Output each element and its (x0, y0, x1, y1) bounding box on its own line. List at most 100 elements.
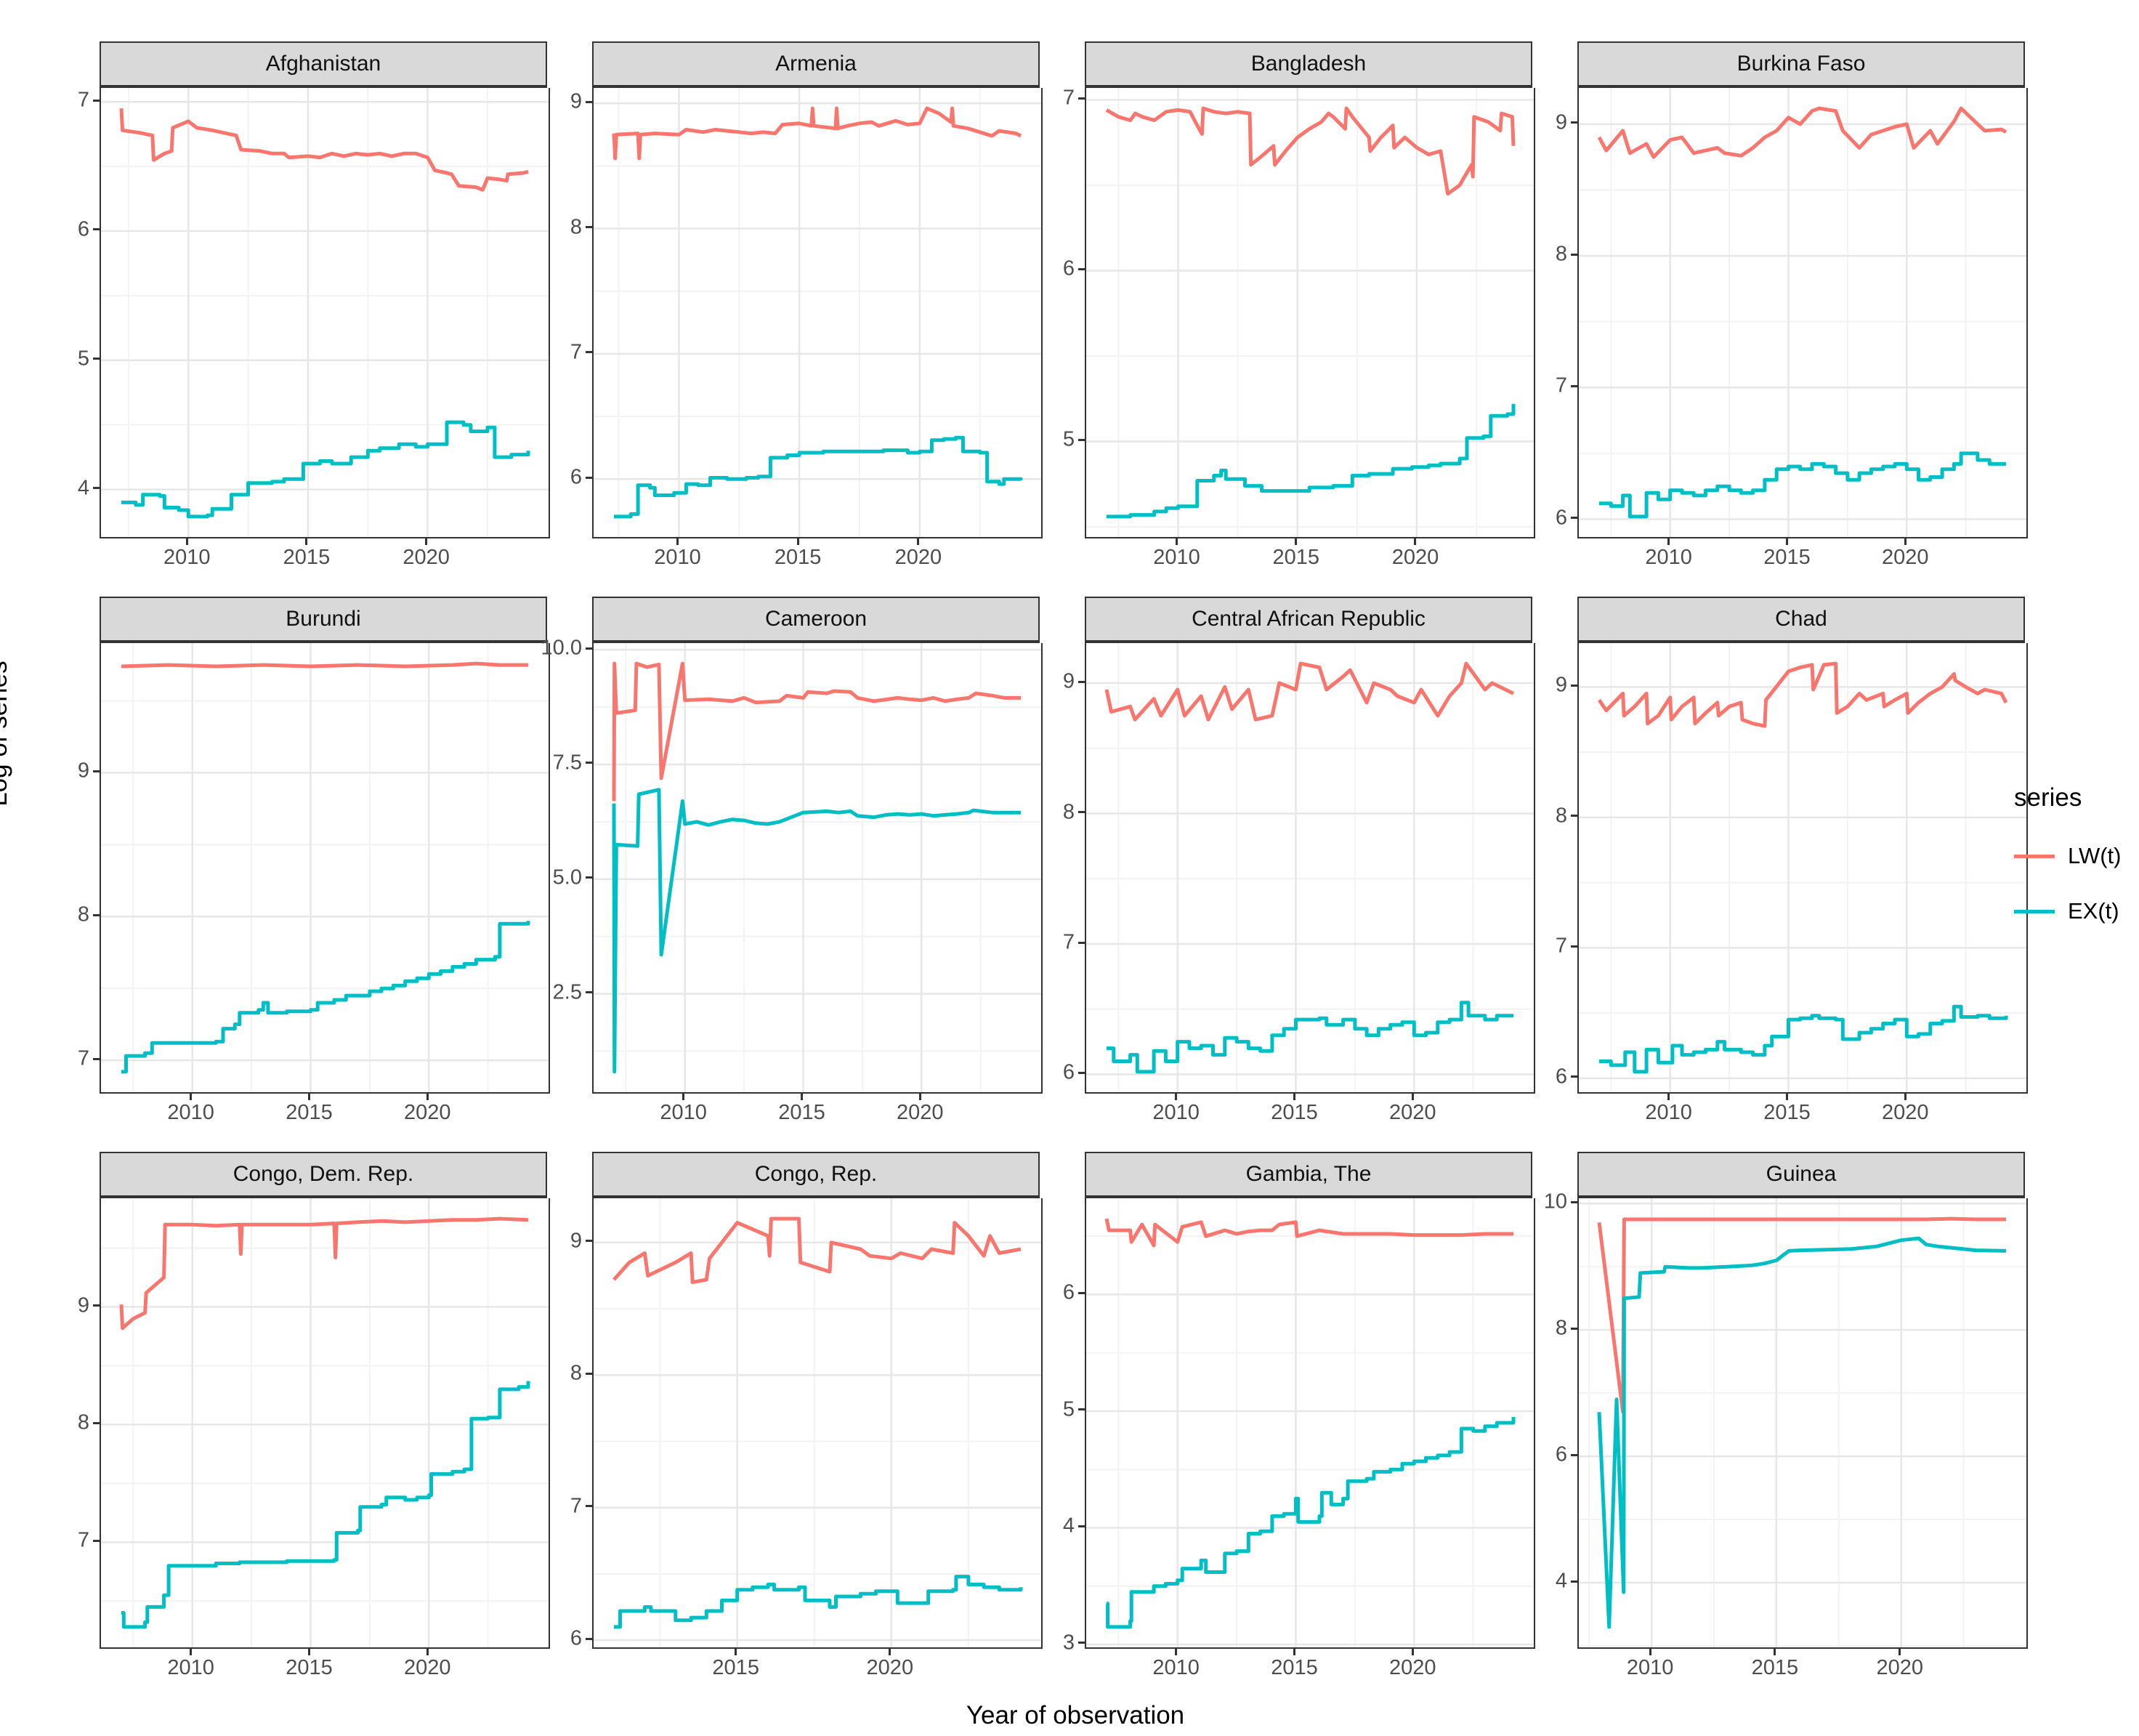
x-tick-label: 2015 (778, 1101, 825, 1124)
y-tick-label: 9 (77, 1293, 89, 1317)
y-tick-label: 5 (1062, 1397, 1075, 1421)
facet-panel-chad (1577, 643, 2028, 1094)
series-line-ex-t (1599, 1004, 2008, 1074)
y-tick-label: 5.0 (552, 865, 582, 889)
y-tick-label: 7 (1555, 374, 1567, 397)
y-tick-mark (93, 1057, 100, 1060)
x-tick-label: 2015 (1763, 1101, 1811, 1124)
legend-item-lw: LW(t) (2014, 843, 2135, 869)
y-tick-mark (1571, 815, 1577, 817)
y-axis-burkina-faso: 6 7 8 9 (1532, 41, 1577, 570)
series-line-lw-t (612, 1216, 1022, 1285)
y-tick-mark (93, 487, 100, 490)
series-line-ex-t (121, 420, 530, 519)
facet-panel-burkina-faso (1577, 88, 2028, 538)
series-line-ex-t (1107, 1001, 1513, 1074)
y-tick-mark (586, 351, 592, 354)
y-tick-mark (93, 1421, 100, 1424)
facet-strip-title: Armenia (592, 41, 1040, 88)
y-axis-chad: 6 7 8 9 (1532, 597, 1577, 1126)
y-tick-mark (586, 100, 592, 103)
y-tick-label: 6 (1555, 506, 1567, 530)
plot-column-guinea: Guinea 2010 2015 2020 (1577, 1152, 2028, 1681)
x-axis-central-african-republic: 2010 2015 2020 (1085, 1094, 1532, 1126)
y-tick-label: 7 (570, 340, 582, 364)
series-line-ex-t (121, 1381, 530, 1629)
x-tick-mark (1904, 538, 1906, 545)
x-tick-mark (1649, 1649, 1651, 1655)
x-tick-mark (307, 1649, 310, 1655)
y-tick-label: 3 (1062, 1631, 1075, 1655)
plot-column-gambia-the: Gambia, The 2010 2015 2020 (1085, 1152, 1535, 1681)
x-tick-mark (917, 538, 920, 545)
x-tick-mark (305, 538, 308, 545)
series-line-lw-t (119, 108, 529, 192)
x-tick-label: 2020 (866, 1656, 914, 1679)
y-tick-label: 8 (1062, 800, 1075, 823)
y-tick-mark (93, 358, 100, 360)
x-tick-label: 2015 (283, 546, 331, 569)
facet-congo-rep: 6 7 8 9 Congo, Rep. 2015 2020 (547, 1152, 1043, 1681)
y-tick-mark (1571, 684, 1577, 687)
y-tick-label: 9 (1555, 110, 1567, 134)
x-tick-label: 2015 (1271, 1656, 1318, 1679)
x-axis-cameroon: 2010 2015 2020 (592, 1094, 1040, 1126)
plot-column-congo-rep: Congo, Rep. 2015 2020 (592, 1152, 1043, 1681)
facet-panel-central-african-republic (1085, 643, 1535, 1094)
x-tick-label: 2010 (1153, 546, 1200, 569)
x-tick-mark (190, 1649, 193, 1655)
y-axis-congo-dem-rep: 7 8 9 (54, 1152, 100, 1681)
y-tick-label: 9 (570, 1229, 582, 1253)
series-line-ex-t (1107, 403, 1516, 519)
facet-panel-burundi (100, 643, 550, 1094)
y-tick-mark (93, 770, 100, 772)
lw-line-key-icon (2014, 854, 2055, 858)
series-line-lw-t (1104, 1218, 1513, 1248)
y-axis-central-african-republic: 6 7 8 9 (1040, 597, 1085, 1126)
x-tick-mark (676, 538, 679, 545)
x-tick-label: 2020 (1388, 1656, 1436, 1679)
x-tick-label: 2015 (1751, 1656, 1799, 1679)
x-tick-label: 2010 (167, 1101, 214, 1124)
x-axis-armenia: 2010 2015 2020 (592, 538, 1040, 570)
y-tick-label: 7.5 (552, 751, 582, 775)
y-tick-label: 8 (570, 1361, 582, 1385)
y-tick-mark (1571, 945, 1577, 948)
x-tick-mark (1176, 538, 1178, 545)
facet-panel-afghanistan (100, 88, 550, 538)
y-tick-mark (586, 226, 592, 229)
facet-panel-congo-rep (592, 1198, 1043, 1649)
legend-label-ex: EX(t) (2068, 898, 2119, 924)
x-axis-burundi: 2010 2015 2020 (100, 1094, 547, 1126)
y-tick-label: 7 (1062, 930, 1075, 954)
y-tick-mark (93, 228, 100, 231)
x-tick-mark (425, 538, 428, 545)
plot-column-congo-dem-rep: Congo, Dem. Rep. 2010 2015 2020 (100, 1152, 550, 1681)
y-tick-label: 7 (77, 88, 89, 112)
series-line-ex-t (1599, 451, 2006, 519)
y-tick-label: 4 (1062, 1514, 1075, 1538)
x-axis-congo-rep: 2015 2020 (592, 1649, 1040, 1681)
x-tick-mark (1785, 1094, 1788, 1100)
x-tick-label: 2015 (1272, 546, 1320, 569)
legend: series LW(t) EX(t) (2014, 783, 2135, 953)
x-axis-guinea: 2010 2015 2020 (1577, 1649, 2025, 1681)
x-tick-label: 2015 (712, 1656, 759, 1679)
y-tick-label: 8 (77, 1410, 89, 1434)
y-tick-mark (1078, 97, 1085, 100)
series-line-ex-t (612, 788, 1021, 1074)
plot-column-burundi: Burundi 2010 2015 2020 (100, 597, 550, 1126)
ex-line-key-icon (2014, 909, 2055, 913)
x-tick-label: 2010 (654, 546, 701, 569)
x-tick-mark (1899, 1649, 1901, 1655)
facet-cameroon: 2.5 5.0 7.5 10.0 Cameroon 2010 2015 2020 (541, 597, 1043, 1126)
x-tick-mark (1904, 1094, 1906, 1100)
y-tick-mark (1078, 1642, 1085, 1644)
y-tick-mark (1571, 384, 1577, 387)
y-tick-mark (586, 991, 592, 994)
x-tick-label: 2010 (163, 546, 211, 569)
x-tick-mark (426, 1649, 429, 1655)
y-tick-label: 6 (1062, 1280, 1075, 1304)
facet-strip-title: Congo, Dem. Rep. (100, 1152, 547, 1198)
